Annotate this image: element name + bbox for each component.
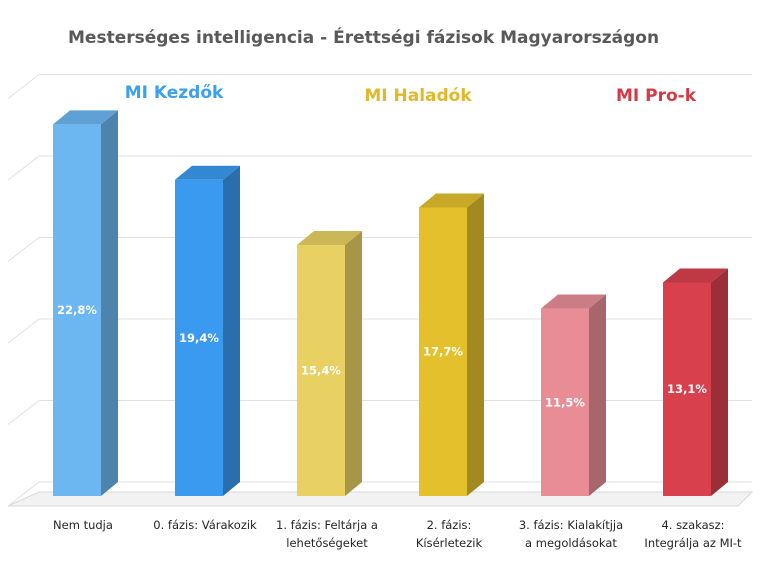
category-label: Kísérletezik: [416, 536, 483, 550]
category-label: lehetőségeket: [286, 536, 368, 550]
gridline-edge: [7, 237, 40, 262]
gridline-edge: [7, 155, 40, 181]
bar-side: [589, 294, 606, 496]
bar-front: [175, 179, 223, 496]
bar-side: [467, 193, 484, 497]
bar-5: 13,1%: [663, 268, 728, 496]
category-label: Integrálja az MI-t: [644, 536, 742, 550]
data-label: 17,7%: [423, 345, 463, 359]
data-label: 22,8%: [57, 303, 97, 317]
bar-top: [663, 268, 728, 283]
data-label: 15,4%: [301, 363, 341, 377]
category-label: 1. fázis: Feltárja a: [276, 518, 378, 532]
category-label: a megoldásokat: [525, 536, 617, 550]
bar-4: 11,5%: [541, 294, 606, 496]
bar-side: [711, 268, 728, 496]
bar-front: [663, 282, 711, 496]
group-label-pro: MI Pro-k: [616, 86, 697, 106]
bar-top: [419, 193, 484, 208]
bar-side: [345, 230, 362, 497]
category-label: Nem tudja: [53, 518, 113, 532]
bar-front: [419, 207, 467, 497]
bar-front: [297, 244, 345, 496]
gridline-edge: [7, 74, 40, 99]
bar-top: [175, 165, 240, 180]
bar-0: 22,8%: [53, 110, 118, 497]
data-label: 13,1%: [667, 382, 707, 396]
bar-3: 17,7%: [419, 193, 484, 497]
gridline-edge: [7, 400, 40, 425]
chart-floor: [7, 491, 754, 507]
bars-layer: 22,8% 19,4% 15,4% 17,7% 11,5% 13,1%: [53, 110, 728, 497]
bar-side: [101, 110, 118, 497]
gridline-edge: [7, 481, 40, 507]
category-label: 2. fázis:: [427, 518, 472, 532]
category-label: 4. szakasz:: [661, 518, 724, 532]
bar-side: [223, 165, 240, 496]
group-label-kezdok: MI Kezdők: [125, 83, 224, 103]
chart-title: Mesterséges intelligencia - Érettségi fá…: [68, 26, 659, 48]
data-label: 11,5%: [545, 395, 585, 409]
category-label: 3. fázis: Kialakítjja: [519, 518, 623, 532]
grid-layer: [7, 74, 754, 507]
bar-2: 15,4%: [297, 230, 362, 497]
group-label-haladok: MI Haladók: [364, 86, 472, 106]
bar-top: [53, 110, 118, 125]
data-label: 19,4%: [179, 331, 219, 345]
bar-front: [541, 308, 589, 496]
category-label: 0. fázis: Várakozik: [153, 518, 257, 532]
bar-top: [297, 230, 362, 245]
labels-layer: Nem tudja 0. fázis: Várakozik 1. fázis: Fe…: [53, 518, 742, 550]
bar-1: 19,4%: [175, 165, 240, 496]
bar-front: [53, 124, 101, 497]
bar-top: [541, 294, 606, 309]
gridline-edge: [7, 318, 40, 344]
